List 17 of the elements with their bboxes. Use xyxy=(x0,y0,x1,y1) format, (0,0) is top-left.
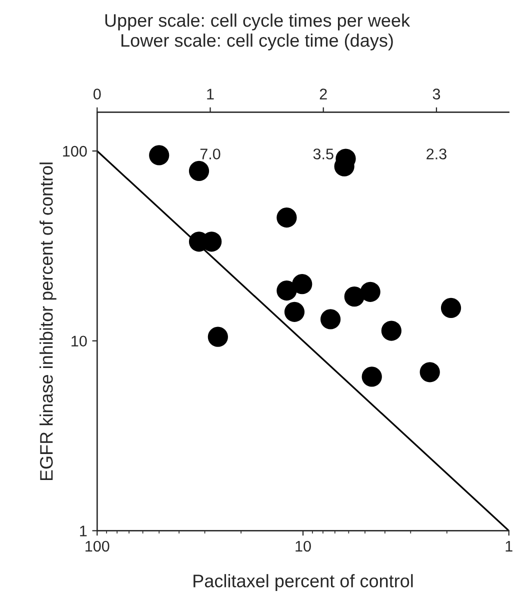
x-tick-label: 1 xyxy=(506,540,512,552)
annotation: 2.3 xyxy=(426,148,446,160)
x2-tick-label: 3 xyxy=(432,88,440,100)
x-tick-label: 10 xyxy=(296,540,311,552)
x2-tick-label: 1 xyxy=(207,88,214,100)
y-tick-label: 10 xyxy=(72,336,87,347)
y-axis-title: EGFR kinase inhibitor percent of control xyxy=(40,162,56,480)
x2-tick-label: 0 xyxy=(93,88,101,100)
chart-title: Upper scale: cell cycle times per week xyxy=(105,14,410,30)
annotation: 3.5 xyxy=(313,148,334,160)
y-tick-label: 1 xyxy=(80,526,87,536)
annotation: 7.0 xyxy=(200,148,220,160)
y-tick-label: 100 xyxy=(63,146,87,157)
x-axis-title: Paclitaxel percent of control xyxy=(194,574,413,591)
x2-tick-label: 2 xyxy=(320,88,327,100)
x-tick-label: 100 xyxy=(86,540,110,552)
chart-subtitle: Lower scale: cell cycle time (days) xyxy=(122,34,393,50)
